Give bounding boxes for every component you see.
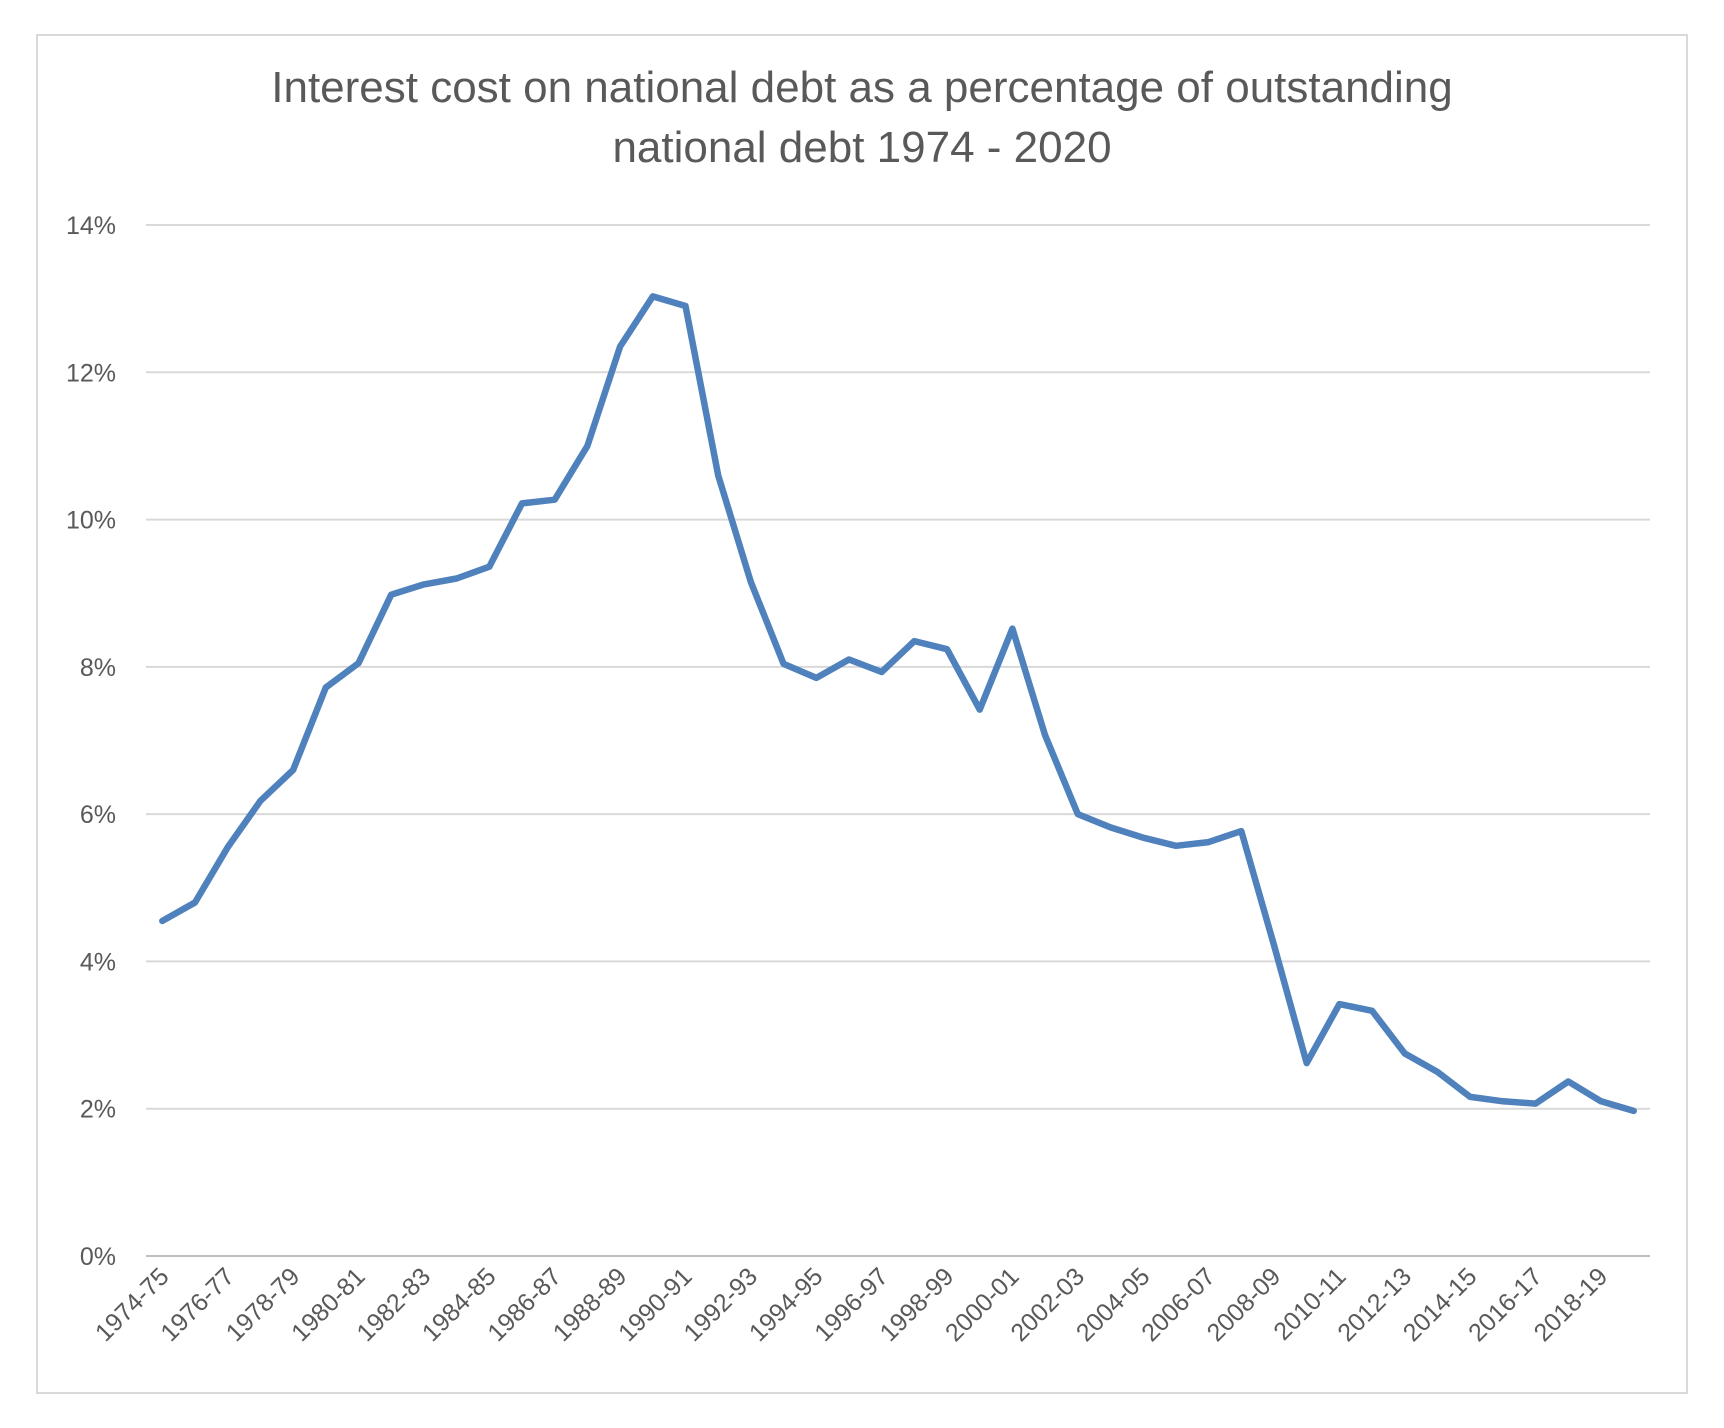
- chart-title: Interest cost on national debt as a perc…: [0, 58, 1724, 178]
- data-point: [584, 443, 590, 449]
- data-point: [1271, 942, 1277, 948]
- data-point: [388, 592, 394, 598]
- data-point: [879, 669, 885, 675]
- chart-title-line-2: national debt 1974 - 2020: [612, 123, 1112, 172]
- y-tick-label: 4%: [80, 948, 116, 976]
- data-point: [159, 918, 165, 924]
- data-point: [552, 497, 558, 503]
- data-point: [1369, 1008, 1375, 1014]
- y-tick-label: 10%: [66, 507, 116, 535]
- data-point: [1336, 1001, 1342, 1007]
- series-line: [159, 293, 1637, 1115]
- y-tick-label: 0%: [80, 1243, 116, 1271]
- data-point: [813, 675, 819, 681]
- chart-frame: [36, 34, 1688, 1394]
- data-point: [1108, 824, 1114, 830]
- data-point: [486, 564, 492, 570]
- data-point: [1467, 1094, 1473, 1100]
- data-point: [1304, 1060, 1310, 1066]
- x-axis-tick-labels: 1974-751976-771978-791980-811982-831984-…: [90, 1262, 1613, 1347]
- data-point: [1402, 1050, 1408, 1056]
- data-point: [290, 767, 296, 773]
- data-point: [1075, 811, 1081, 817]
- y-tick-label: 12%: [66, 359, 116, 387]
- data-point: [323, 684, 329, 690]
- data-point: [977, 707, 983, 713]
- data-point: [1598, 1098, 1604, 1104]
- data-point: [650, 293, 656, 299]
- y-tick-label: 14%: [66, 212, 116, 240]
- data-point: [225, 844, 231, 850]
- data-point: [356, 660, 362, 666]
- data-point: [846, 656, 852, 662]
- y-axis-tick-labels: 0% 2% 4% 6% 8% 10% 12% 14%: [66, 212, 116, 1271]
- data-point: [617, 344, 623, 350]
- data-point: [1500, 1098, 1506, 1104]
- chart-title-line-1: Interest cost on national debt as a perc…: [271, 63, 1453, 112]
- data-point: [1206, 839, 1212, 845]
- y-tick-label: 6%: [80, 801, 116, 829]
- y-tick-label: 2%: [80, 1096, 116, 1124]
- data-point: [911, 638, 917, 644]
- data-point: [944, 646, 950, 652]
- data-point: [781, 661, 787, 667]
- y-tick-label: 8%: [80, 654, 116, 682]
- data-point: [1533, 1101, 1539, 1107]
- data-point: [1042, 732, 1048, 738]
- data-point: [748, 579, 754, 585]
- data-point: [1238, 828, 1244, 834]
- series-layer: [159, 293, 1637, 1115]
- data-point: [715, 472, 721, 478]
- data-point: [1565, 1078, 1571, 1084]
- data-point: [1140, 835, 1146, 841]
- x-tick-label: 2008-09: [1202, 1262, 1287, 1347]
- data-point: [257, 798, 263, 804]
- data-point: [1631, 1108, 1637, 1114]
- data-point: [1173, 843, 1179, 849]
- data-point: [519, 500, 525, 506]
- data-point: [1434, 1069, 1440, 1075]
- data-point: [454, 575, 460, 581]
- data-point: [192, 900, 198, 906]
- data-point: [421, 581, 427, 587]
- data-point: [682, 303, 688, 309]
- x-tick-label: 2018-19: [1529, 1262, 1614, 1347]
- gridlines: [146, 224, 1650, 1257]
- data-point: [1009, 626, 1015, 632]
